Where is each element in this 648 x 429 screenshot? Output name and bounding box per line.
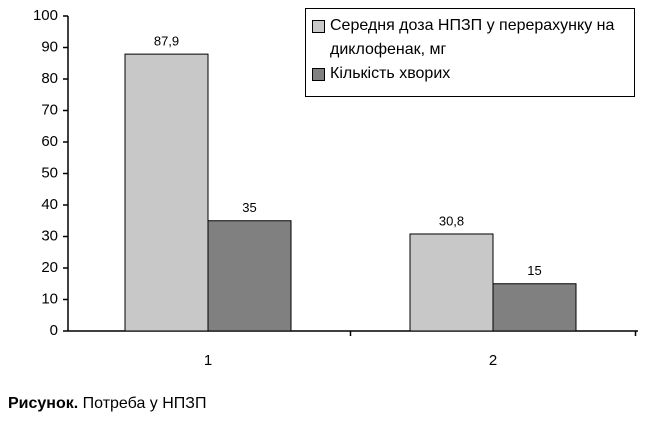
x-tick-label: 1 <box>204 352 212 369</box>
y-tick-label: 30 <box>41 227 58 244</box>
y-tick-label: 80 <box>41 70 58 87</box>
y-tick-label: 20 <box>41 259 58 276</box>
value-label: 15 <box>527 263 541 278</box>
legend-swatch <box>312 68 325 81</box>
bar <box>409 233 494 332</box>
legend-label: Кількість хворих <box>330 65 451 82</box>
legend-item: Кількість хворих <box>312 62 628 86</box>
legend-swatch <box>312 20 325 33</box>
x-tick-label: 2 <box>489 352 497 369</box>
value-label: 87,9 <box>154 34 179 49</box>
legend-label: Середня доза НПЗП у перерахунку на дикло… <box>330 17 615 58</box>
caption-text: Потреба у НПЗП <box>82 395 207 412</box>
y-tick-label: 90 <box>41 38 58 55</box>
y-tick-label: 40 <box>41 196 58 213</box>
bar <box>492 283 577 332</box>
value-label: 35 <box>242 200 256 215</box>
bar <box>207 220 292 332</box>
bar <box>124 53 209 332</box>
y-tick-label: 60 <box>41 133 58 150</box>
caption-label: Рисунок. <box>8 395 79 412</box>
legend-item: Середня доза НПЗП у перерахунку на дикло… <box>312 14 628 62</box>
caption: Рисунок. Потреба у НПЗП <box>8 395 206 413</box>
y-tick-label: 100 <box>33 7 58 24</box>
legend: Середня доза НПЗП у перерахунку на дикло… <box>305 8 635 97</box>
y-tick-label: 10 <box>41 290 58 307</box>
y-tick-label: 70 <box>41 101 58 118</box>
y-tick-label: 0 <box>50 322 58 339</box>
value-label: 30,8 <box>439 213 464 228</box>
y-tick-label: 50 <box>41 164 58 181</box>
